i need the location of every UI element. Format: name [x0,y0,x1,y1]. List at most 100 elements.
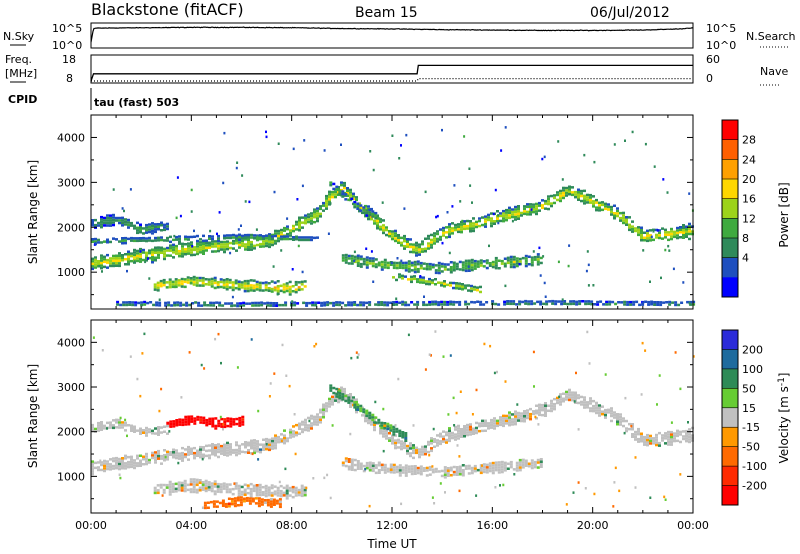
data-cell [455,287,458,290]
data-cell [404,264,408,267]
data-cell [478,429,481,433]
data-cell [679,228,682,231]
data-cell [469,220,472,223]
data-cell [226,451,229,455]
data-cell [154,451,157,454]
data-cell [383,422,387,425]
data-cell [235,448,238,452]
data-cell [490,418,493,422]
data-cell [163,449,166,452]
data-cell [682,224,685,227]
data-cell [294,290,298,294]
data-cell [356,403,360,406]
data-cell [424,450,427,453]
data-cell [124,467,127,470]
data-cell [127,465,130,469]
data-cell [452,269,456,272]
data-cell [153,491,157,495]
data-cell [434,300,438,303]
data-cell [380,468,384,472]
data-cell [428,353,431,356]
data-cell [380,260,384,264]
data-cell [250,444,253,447]
data-cell [220,248,223,251]
data-cell [206,304,210,307]
data-cell [361,414,364,417]
data-cell [285,492,289,495]
data-cell [232,423,236,426]
data-cell [247,441,250,444]
data-cell [607,203,610,206]
data-cell [325,197,328,200]
data-cell [213,492,217,496]
data-cell [485,463,489,467]
data-cell [473,264,477,268]
data-cell [157,239,160,242]
data-cell [277,438,280,441]
data-cell [187,423,191,426]
colorbar-swatch [722,179,738,200]
data-cell [112,223,115,227]
data-cell [433,237,436,240]
data-cell [253,441,256,445]
data-cell [508,413,511,417]
data-cell [485,301,489,304]
data-cell [241,415,245,419]
data-cell [464,259,468,263]
data-cell [338,394,342,397]
data-cell [115,262,118,265]
data-cell [436,237,439,241]
data-cell [454,223,457,227]
data-cell [127,253,130,256]
data-cell [100,241,103,244]
data-cell [364,467,367,471]
data-cell [502,214,505,218]
data-cell [535,205,538,208]
data-cell [203,504,207,507]
data-cell [685,434,688,438]
data-cell [410,470,414,473]
data-cell [286,232,289,236]
data-cell [337,398,340,401]
data-cell [319,421,322,424]
data-cell [189,279,193,282]
data-cell [175,424,179,427]
data-cell [265,244,268,248]
data-cell [171,285,175,289]
data-cell [203,501,207,505]
data-cell [168,285,172,289]
data-cell [106,253,109,257]
data-cell [365,409,369,413]
data-cell [464,284,467,287]
data-cell [649,437,652,440]
data-cell [618,489,621,493]
data-cell [692,300,696,304]
data-cell [368,208,372,212]
data-cell [151,451,154,455]
data-cell [455,262,459,266]
data-cell [392,301,396,304]
data-cell [236,161,239,164]
data-cell [127,463,130,466]
data-cell [390,426,393,430]
data-cell [580,189,583,193]
data-cell [479,261,483,265]
data-cell [385,228,388,232]
data-cell [310,214,313,218]
data-cell [547,195,550,198]
data-cell [355,398,358,401]
data-cell [109,264,112,268]
data-cell [256,447,259,451]
data-cell [380,303,384,306]
data-cell [382,224,385,227]
data-cell [461,464,465,467]
data-cell [329,389,333,392]
data-cell [154,453,157,457]
data-cell [460,228,463,231]
data-cell [298,226,301,229]
nave-tick-bottom: 0 [706,72,713,85]
data-cell [328,405,331,408]
data-cell [192,490,196,494]
data-cell [316,236,319,239]
data-cell [539,261,543,265]
